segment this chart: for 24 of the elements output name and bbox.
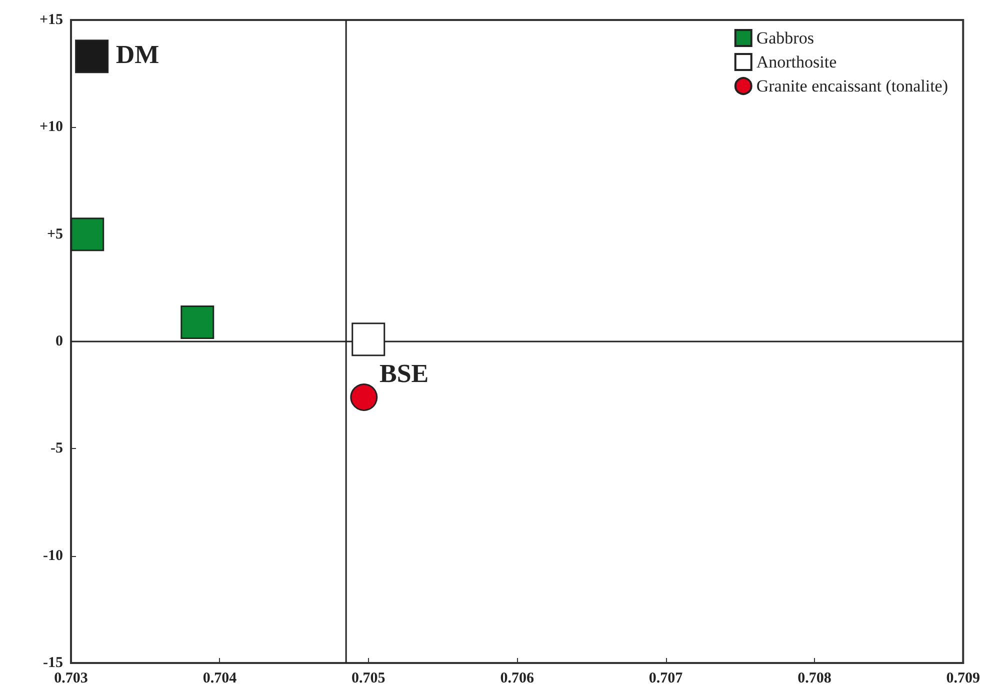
x-tick-label: 0.709 bbox=[946, 670, 980, 686]
point bbox=[70, 218, 104, 252]
legend-label: Gabbros bbox=[756, 28, 814, 48]
legend-label: Granite encaissant (tonalite) bbox=[756, 76, 948, 96]
annotation: DM bbox=[116, 40, 160, 69]
x-tick-label: 0.707 bbox=[648, 670, 684, 686]
y-tick-label: -10 bbox=[43, 548, 63, 564]
point bbox=[352, 322, 386, 356]
annotation: BSE bbox=[379, 359, 429, 388]
point bbox=[180, 305, 214, 339]
y-tick-label: +5 bbox=[46, 226, 63, 242]
point bbox=[75, 40, 109, 74]
x-tick-label: 0.706 bbox=[500, 670, 534, 686]
x-tick-label: 0.704 bbox=[202, 670, 238, 686]
y-tick-label: +15 bbox=[39, 12, 63, 28]
y-tick-label: 0 bbox=[56, 334, 63, 350]
y-tick-label: -15 bbox=[43, 655, 63, 671]
x-tick-label: 0.703 bbox=[54, 670, 88, 686]
y-tick-label: -5 bbox=[50, 440, 63, 457]
point bbox=[350, 383, 378, 411]
y-tick-label: +10 bbox=[39, 119, 63, 136]
x-tick-label: 0.705 bbox=[352, 670, 386, 686]
legend-label: Anorthosite bbox=[756, 52, 837, 72]
x-tick-label: 0.708 bbox=[798, 670, 832, 686]
